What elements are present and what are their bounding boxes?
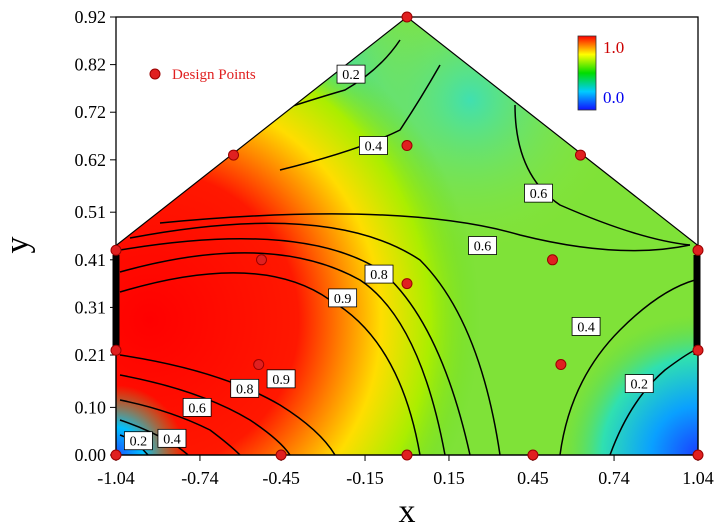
x-axis-title: x [399, 493, 416, 528]
design-point [275, 449, 287, 461]
contour-label: 0.8 [364, 264, 394, 284]
contour-label: 0.2 [336, 64, 366, 84]
design-point [547, 254, 558, 266]
contour-label: 0.2 [123, 431, 153, 451]
legend-marker [149, 68, 161, 80]
x-tick-label: 1.04 [682, 468, 714, 488]
contour-label: 0.9 [328, 288, 358, 308]
contour-line [559, 279, 696, 455]
design-points [110, 11, 704, 461]
contour-label: 0.2 [624, 374, 654, 393]
design-point [692, 344, 704, 356]
y-tick-label: 0.82 [75, 55, 107, 75]
design-point [110, 344, 122, 356]
design-point [527, 449, 539, 461]
contour-label: 0.4 [157, 428, 187, 448]
contour-label: 0.6 [182, 397, 212, 417]
y-tick-label: 0.41 [75, 250, 107, 270]
y-tick-label: 0.72 [75, 102, 107, 122]
y-tick-label: 0.10 [75, 397, 107, 417]
y-axis-title: y [0, 237, 36, 254]
design-point [228, 149, 240, 161]
svg-text:0.6: 0.6 [474, 240, 492, 255]
contour-line [609, 349, 696, 455]
design-point [256, 254, 267, 266]
svg-text:0.8: 0.8 [370, 268, 388, 283]
color-scale-min-label: 0.0 [603, 88, 624, 107]
design-point [692, 449, 704, 461]
x-tick-label: -0.45 [262, 468, 300, 488]
contour-label: 0.6 [468, 236, 497, 255]
x-tick-labels: -1.04 -0.74 -0.45 -0.15 0.15 0.45 0.74 1.04 [97, 468, 714, 488]
design-point [110, 449, 122, 461]
svg-text:0.9: 0.9 [272, 373, 290, 388]
svg-text:0.6: 0.6 [530, 187, 548, 202]
contour-label: 0.4 [359, 136, 388, 155]
y-tick-label: 0.31 [75, 297, 107, 317]
design-point [110, 244, 122, 256]
svg-text:0.6: 0.6 [188, 401, 206, 416]
x-tick-label: -0.74 [181, 468, 219, 488]
svg-text:0.4: 0.4 [163, 432, 181, 447]
svg-text:0.8: 0.8 [236, 382, 254, 397]
svg-text:0.2: 0.2 [630, 378, 648, 393]
design-point [401, 11, 413, 23]
svg-text:0.2: 0.2 [342, 68, 360, 83]
svg-text:0.9: 0.9 [334, 292, 352, 307]
design-point [401, 140, 413, 152]
contour-line [279, 64, 441, 171]
y-tick-label: 0.92 [75, 7, 107, 27]
x-tick-label: 0.15 [433, 468, 465, 488]
color-scale: 1.0 0.0 [577, 35, 624, 111]
y-tick-labels: 0.00 0.10 0.21 0.31 0.41 0.51 0.62 0.72 0.82 0.92 [75, 7, 107, 465]
design-point [574, 149, 586, 161]
y-tick-label: 0.51 [75, 202, 107, 222]
svg-text:0.4: 0.4 [365, 140, 383, 155]
x-tick-label: -0.15 [346, 468, 384, 488]
contour-label: 0.8 [230, 378, 260, 398]
y-tick-label: 0.62 [75, 150, 107, 170]
y-tick-label: 0.21 [75, 345, 107, 365]
contour-label: 0.4 [571, 317, 601, 336]
contour-line [129, 222, 501, 455]
design-point [401, 449, 413, 461]
design-point [692, 244, 704, 256]
color-scale-max-label: 1.0 [603, 38, 624, 57]
contour-line [159, 213, 691, 252]
design-point [401, 278, 413, 290]
legend: Design Points [149, 67, 256, 83]
svg-text:0.2: 0.2 [130, 435, 148, 450]
contour-label: 0.6 [524, 183, 553, 203]
x-tick-label: 0.74 [598, 468, 630, 488]
y-tick-label: 0.00 [75, 445, 107, 465]
contour-label: 0.9 [266, 369, 296, 389]
design-point [253, 359, 265, 371]
contour-line [119, 374, 291, 455]
x-tick-label: -1.04 [97, 468, 135, 488]
design-point [555, 359, 567, 371]
svg-text:0.4: 0.4 [577, 320, 595, 335]
contour-labels: 0.2 0.4 0.6 0.6 0.8 0.9 0.4 0.2 0.9 0.8 0.6 0.4 0.2 [123, 64, 654, 451]
contour-line [514, 104, 691, 246]
contour-line [119, 252, 446, 455]
color-scale-bar [577, 35, 597, 111]
legend-label: Design Points [172, 67, 256, 83]
contour-lines [119, 39, 696, 455]
contour-line [119, 399, 241, 455]
contour-line [119, 354, 336, 455]
x-tick-label: 0.45 [517, 468, 549, 488]
